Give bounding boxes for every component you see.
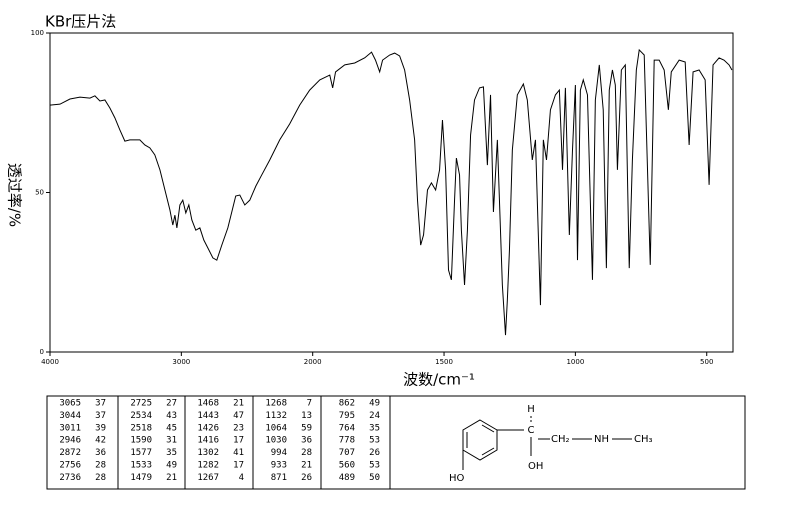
peak-transmittance: 42 <box>95 436 106 446</box>
peak-wavenumber: 1030 <box>265 436 287 446</box>
peak-transmittance: 49 <box>166 461 177 471</box>
peak-transmittance: 36 <box>301 436 312 446</box>
peak-transmittance: 39 <box>95 423 106 433</box>
atom-label: CH₃ <box>634 434 653 445</box>
peak-transmittance: 36 <box>95 448 106 458</box>
atom-label: OH <box>528 461 543 472</box>
atom-label: HO <box>449 473 465 484</box>
peak-wavenumber: 1267 <box>197 473 219 483</box>
peak-transmittance: 37 <box>95 399 106 409</box>
y-tick-label: 0 <box>40 348 44 356</box>
peak-wavenumber: 1416 <box>197 436 219 446</box>
atom-label: H <box>527 404 535 415</box>
peak-transmittance: 28 <box>95 473 106 483</box>
peak-wavenumber: 795 <box>339 411 355 421</box>
atom-label: CH₂ <box>551 434 570 445</box>
peak-wavenumber: 1468 <box>197 399 219 409</box>
peak-wavenumber: 1443 <box>197 411 219 421</box>
peak-transmittance: 21 <box>233 399 244 409</box>
spectrum-line <box>49 48 733 336</box>
peak-wavenumber: 1132 <box>265 411 287 421</box>
y-axis-label: 透过率/% <box>6 163 24 227</box>
peak-transmittance: 59 <box>301 423 312 433</box>
peak-wavenumber: 1268 <box>265 399 287 409</box>
peak-wavenumber: 3065 <box>59 399 81 409</box>
structure: H C CH₂ NH CH₃ OH HO <box>449 404 653 484</box>
peak-transmittance: 35 <box>369 423 380 433</box>
peak-wavenumber: 489 <box>339 473 355 483</box>
peak-wavenumber: 1282 <box>197 461 219 471</box>
peak-transmittance: 7 <box>307 399 312 409</box>
peak-transmittance: 50 <box>369 473 380 483</box>
peak-wavenumber: 2756 <box>59 461 81 471</box>
peak-wavenumber: 3011 <box>59 423 81 433</box>
benzene-ring <box>462 419 498 461</box>
x-tick-label: 1000 <box>566 358 584 366</box>
peak-transmittance: 28 <box>95 461 106 471</box>
peak-wavenumber: 1479 <box>130 473 152 483</box>
peak-wavenumber: 2946 <box>59 436 81 446</box>
table-frame <box>46 395 746 490</box>
peak-wavenumber: 3044 <box>59 411 81 421</box>
peak-transmittance: 23 <box>233 423 244 433</box>
peak-wavenumber: 2725 <box>130 399 152 409</box>
peak-wavenumber: 764 <box>339 423 355 433</box>
peak-transmittance: 45 <box>166 423 177 433</box>
peak-transmittance: 35 <box>166 448 177 458</box>
x-tick-label: 3000 <box>172 358 190 366</box>
peak-transmittance: 26 <box>301 473 312 483</box>
y-tick-label: 50 <box>35 189 44 197</box>
plot-frame <box>49 32 734 353</box>
peak-transmittance: 13 <box>301 411 312 421</box>
peak-transmittance: 53 <box>369 461 380 471</box>
peak-transmittance: 24 <box>369 411 380 421</box>
x-tick-label: 4000 <box>41 358 59 366</box>
peak-transmittance: 26 <box>369 448 380 458</box>
peak-wavenumber: 994 <box>271 448 287 458</box>
peak-wavenumber: 2534 <box>130 411 152 421</box>
peak-transmittance: 47 <box>233 411 244 421</box>
peak-transmittance: 31 <box>166 436 177 446</box>
peak-wavenumber: 2872 <box>59 448 81 458</box>
peak-transmittance: 37 <box>95 411 106 421</box>
peak-transmittance: 21 <box>301 461 312 471</box>
peak-transmittance: 4 <box>239 473 244 483</box>
x-tick-label: 1500 <box>435 358 453 366</box>
peak-table <box>46 395 746 490</box>
peak-transmittance: 49 <box>369 399 380 409</box>
peak-transmittance: 28 <box>301 448 312 458</box>
peak-wavenumber: 2736 <box>59 473 81 483</box>
x-tick-label: 2000 <box>304 358 322 366</box>
peak-wavenumber: 1426 <box>197 423 219 433</box>
peak-transmittance: 41 <box>233 448 244 458</box>
peak-wavenumber: 560 <box>339 461 355 471</box>
y-tick-label: 100 <box>31 29 44 37</box>
chart-title: KBr压片法 <box>45 13 116 31</box>
peak-wavenumber: 871 <box>271 473 287 483</box>
x-tick-label: 500 <box>700 358 713 366</box>
peak-transmittance: 17 <box>233 461 244 471</box>
peak-wavenumber: 1590 <box>130 436 152 446</box>
peak-wavenumber: 1064 <box>265 423 287 433</box>
double-bond <box>481 447 495 456</box>
peak-wavenumber: 707 <box>339 448 355 458</box>
peak-transmittance: 53 <box>369 436 380 446</box>
peak-wavenumber: 778 <box>339 436 355 446</box>
peak-wavenumber: 1533 <box>130 461 152 471</box>
peak-wavenumber: 2518 <box>130 423 152 433</box>
peak-wavenumber: 1577 <box>130 448 152 458</box>
double-bond <box>481 424 495 433</box>
peak-wavenumber: 933 <box>271 461 287 471</box>
atom-label: C <box>528 425 535 436</box>
peak-wavenumber: 862 <box>339 399 355 409</box>
peak-transmittance: 27 <box>166 399 177 409</box>
x-axis-label: 波数/cm⁻¹ <box>403 371 475 389</box>
peak-transmittance: 17 <box>233 436 244 446</box>
peak-transmittance: 21 <box>166 473 177 483</box>
atom-label: NH <box>594 434 609 445</box>
peak-wavenumber: 1302 <box>197 448 219 458</box>
peak-transmittance: 43 <box>166 411 177 421</box>
